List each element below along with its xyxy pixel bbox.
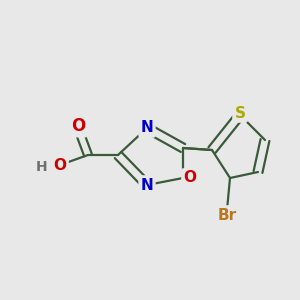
Text: Br: Br — [218, 208, 237, 223]
Text: N: N — [141, 178, 153, 193]
Text: O: O — [184, 170, 196, 185]
Text: S: S — [235, 106, 245, 121]
Text: Br: Br — [218, 208, 237, 223]
Text: O: O — [184, 170, 196, 185]
Text: O: O — [53, 158, 67, 172]
Text: N: N — [141, 121, 153, 136]
Text: O: O — [53, 158, 67, 172]
Text: O: O — [71, 117, 85, 135]
Text: N: N — [141, 121, 153, 136]
Text: S: S — [235, 106, 245, 121]
Text: H: H — [36, 160, 48, 174]
Text: H: H — [36, 160, 48, 174]
Text: O: O — [71, 117, 85, 135]
Text: N: N — [141, 178, 153, 193]
